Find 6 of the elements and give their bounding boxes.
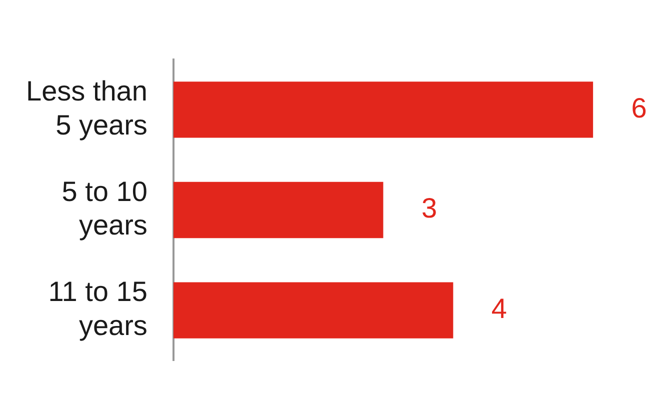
y-tick-label: 5 to 10 years bbox=[62, 176, 148, 241]
data-label: 6 bbox=[631, 92, 647, 124]
data-label: 4 bbox=[491, 292, 507, 324]
y-tick-label: Less than 5 years bbox=[26, 76, 148, 140]
y-tick-label: 11 to 15 years bbox=[48, 276, 148, 341]
data-label: 3 bbox=[421, 192, 438, 224]
